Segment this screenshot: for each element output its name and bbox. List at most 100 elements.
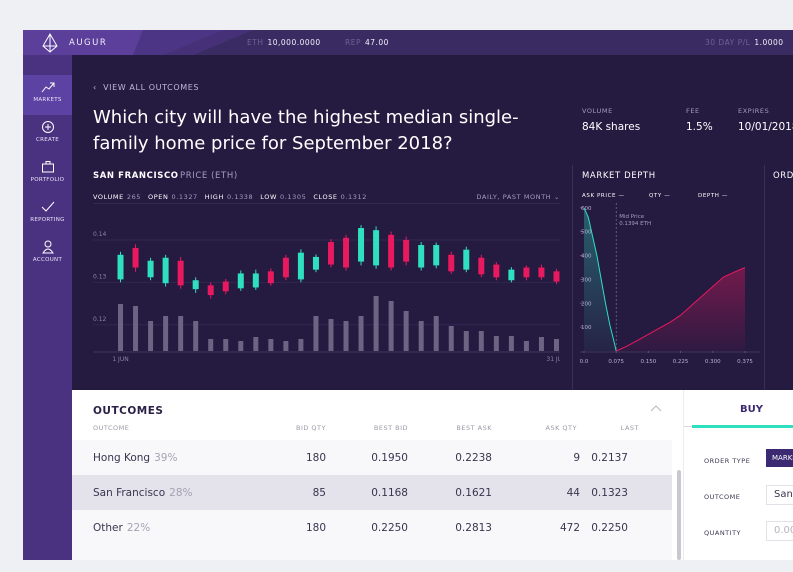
- sidebar: MARKETS CREATE PORTFOLIO REPORTING ACCOU…: [23, 55, 72, 560]
- cell-value: 44: [566, 487, 580, 499]
- summary-value: 0.1327: [171, 193, 198, 201]
- collapse-icon[interactable]: [650, 404, 662, 412]
- cell-value: 0.1950: [371, 452, 408, 464]
- top-bar-decoration: [23, 30, 253, 55]
- nav-item[interactable]: MARKETS: [23, 75, 72, 115]
- outcome-row[interactable]: Hong Kong 39% 180 0.1950 0.2238 9 0.2137: [72, 440, 672, 476]
- app-window: AUGUR ETH 10,000.0000 REP 47.00 30 DAY P/L…: [23, 30, 793, 560]
- candle-body: [478, 257, 485, 275]
- volume-bar: [328, 319, 334, 351]
- outcome-name: San Francisco 28%: [93, 487, 192, 499]
- volume-bar: [523, 341, 529, 351]
- y-tick-label: 100: [581, 325, 592, 331]
- stat-value: 1.5%: [686, 121, 713, 133]
- top-bar: AUGUR ETH 10,000.0000 REP 47.00 30 DAY P/L…: [23, 30, 793, 55]
- nav-item[interactable]: ACCOUNT: [23, 235, 72, 275]
- volume-bar: [343, 321, 349, 351]
- candle-body: [237, 273, 244, 289]
- y-tick-label: 0.13: [93, 273, 107, 280]
- divider: [572, 165, 573, 390]
- depth-title: MARKET DEPTH: [582, 171, 656, 181]
- outcome-row[interactable]: San Francisco 28% 85 0.1168 0.1621 44 0.1323: [72, 475, 672, 511]
- stat-label: EXPIRES: [738, 107, 770, 115]
- icon: [41, 82, 54, 93]
- volume-bar: [508, 336, 514, 351]
- market-title: Which city will have the highest median …: [93, 107, 519, 154]
- bottom-panel: OUTCOMES OUTCOME BID QTY BEST BID BEST ASK A…: [72, 390, 793, 560]
- column-header: BID QTY: [295, 424, 326, 432]
- x-tick-label: 31 JUN: [546, 356, 560, 363]
- column-label: DEPTH: [698, 193, 720, 199]
- range-label: DAILY, PAST MONTH: [476, 193, 552, 201]
- field-input[interactable]: 0.00: [766, 521, 793, 541]
- candle-body: [147, 260, 154, 278]
- candle-body: [358, 228, 365, 262]
- x-tick-label: 0.150: [641, 359, 657, 365]
- depth-column: ASK PRICE —: [582, 193, 625, 199]
- volume-bar: [223, 339, 229, 351]
- candle-body: [252, 273, 259, 288]
- back-link[interactable]: ‹ VIEW ALL OUTCOMES: [93, 83, 200, 92]
- value: 1.0000: [754, 38, 784, 47]
- order-book-title: ORDER BOOK: [773, 171, 793, 181]
- candle-body: [132, 248, 139, 268]
- cell-value: 180: [305, 452, 326, 464]
- x-tick-label: 1 JUN: [112, 356, 128, 363]
- candle-body: [373, 230, 380, 266]
- volume-bar: [418, 321, 424, 351]
- market-panel: ‹ VIEW ALL OUTCOMES Which city will have…: [72, 55, 793, 390]
- volume-bar: [283, 341, 289, 351]
- volume-bar: [163, 316, 169, 351]
- annotation-text: 0.1394 ETH: [619, 221, 651, 227]
- nav-item[interactable]: CREATE: [23, 115, 72, 155]
- candle-body: [297, 252, 304, 280]
- cell-value: 0.2813: [455, 522, 492, 534]
- outcome-label: Hong Kong: [93, 452, 151, 464]
- candle-body: [343, 237, 350, 268]
- order-type-button[interactable]: MARKET: [766, 449, 793, 467]
- range-selector[interactable]: DAILY, PAST MONTH ⌄: [476, 193, 560, 201]
- summary-label: OPEN: [148, 193, 169, 201]
- candle-body: [538, 267, 545, 278]
- candle-body: [523, 267, 530, 278]
- brand: AUGUR: [69, 38, 108, 48]
- candle-body: [117, 254, 124, 280]
- candle-body: [222, 281, 229, 292]
- rep-balance: REP 47.00: [345, 38, 389, 47]
- volume-bar: [238, 341, 244, 351]
- field-input[interactable]: San Francisco: [766, 485, 793, 505]
- nav-item[interactable]: REPORTING: [23, 195, 72, 235]
- outcome-row[interactable]: [72, 545, 672, 560]
- tab-line: [684, 426, 692, 427]
- ohlc-summary: VOLUME 265 OPEN 0.1327 HIGH 0.1338 LOW 0.1305 CL…: [93, 193, 367, 201]
- outcomes-table: OUTCOMES OUTCOME BID QTY BEST BID BEST ASK A…: [72, 390, 672, 560]
- scrollbar[interactable]: [677, 470, 681, 560]
- outcomes-title: OUTCOMES: [93, 405, 164, 417]
- buy-tab[interactable]: BUY: [740, 404, 763, 415]
- summary-value: 265: [126, 193, 142, 201]
- depth-fill: [584, 207, 617, 351]
- outcome-row[interactable]: Other 22% 180 0.2250 0.2813 472 0.2250: [72, 510, 672, 546]
- volume-bar: [133, 306, 139, 351]
- volume-bar: [493, 336, 499, 351]
- price-unit: PRICE (ETH): [180, 171, 238, 181]
- outcome-name: Hong Kong 39%: [93, 452, 177, 464]
- candle-body: [267, 271, 274, 284]
- stat-value: 10/01/2018: [738, 121, 793, 133]
- outcome-percent: 39%: [154, 452, 178, 464]
- field-label: ORDER TYPE: [704, 457, 751, 465]
- cell-value: 85: [312, 487, 326, 499]
- volume-bar: [553, 339, 559, 351]
- candle-body: [433, 245, 440, 266]
- summary-label: HIGH: [204, 193, 224, 201]
- candle-body: [553, 271, 560, 282]
- outcome-label: Other: [93, 522, 123, 534]
- volume-bar: [478, 331, 484, 351]
- cell-value: 0.2250: [371, 522, 408, 534]
- nav-item[interactable]: PORTFOLIO: [23, 155, 72, 195]
- icon: [41, 240, 54, 254]
- x-tick-label: 0.0: [580, 359, 589, 365]
- candle-body: [463, 249, 470, 270]
- summary-value: 0.1338: [226, 193, 254, 201]
- icon: [41, 161, 54, 173]
